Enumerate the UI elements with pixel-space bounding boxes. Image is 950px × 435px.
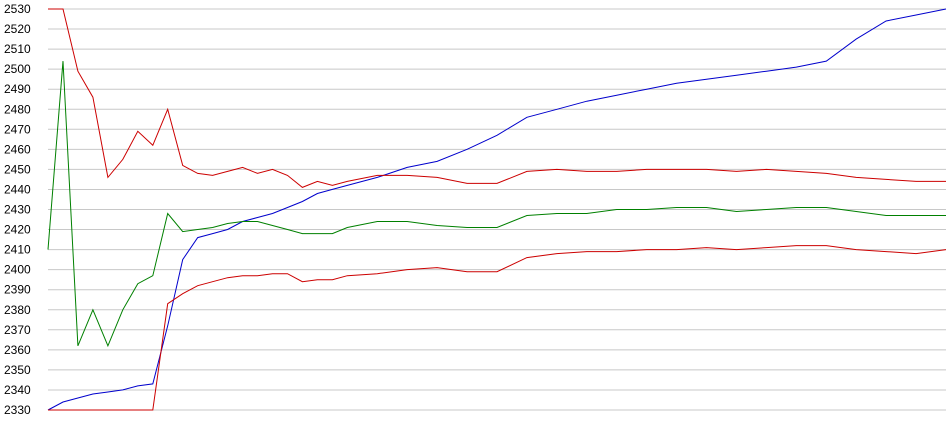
y-tick-label: 2440 [4, 182, 31, 196]
y-tick-label: 2520 [4, 22, 31, 36]
y-tick-label: 2510 [4, 42, 31, 56]
y-tick-label: 2380 [4, 303, 31, 317]
series-line-4 [48, 245, 947, 411]
y-tick-label: 2420 [4, 223, 31, 237]
series-lines [47, 8, 947, 411]
y-tick-label: 2530 [4, 2, 31, 16]
y-tick-label: 2400 [4, 263, 31, 277]
y-tick-label: 2430 [4, 203, 31, 217]
series-line-1 [47, 8, 947, 411]
y-tick-label: 2480 [4, 102, 31, 116]
y-tick-label: 2360 [4, 343, 31, 357]
y-tick-label: 2470 [4, 122, 31, 136]
y-tick-label: 2410 [4, 243, 31, 257]
y-tick-label: 2370 [4, 323, 31, 337]
y-tick-label: 2330 [4, 403, 31, 417]
y-tick-label: 2460 [4, 142, 31, 156]
y-axis-ticks: 2330 2340 2350 2360 2370 2380 2390 2400 2410 2420… [4, 2, 31, 417]
y-tick-label: 2490 [4, 82, 31, 96]
y-tick-label: 2500 [4, 62, 31, 76]
y-tick-label: 2350 [4, 363, 31, 377]
y-tick-label: 2450 [4, 162, 31, 176]
y-tick-label: 2390 [4, 283, 31, 297]
series-line-3 [47, 61, 946, 348]
grid-lines [48, 8, 946, 411]
series-line-2 [48, 8, 946, 188]
y-tick-label: 2340 [4, 383, 31, 397]
